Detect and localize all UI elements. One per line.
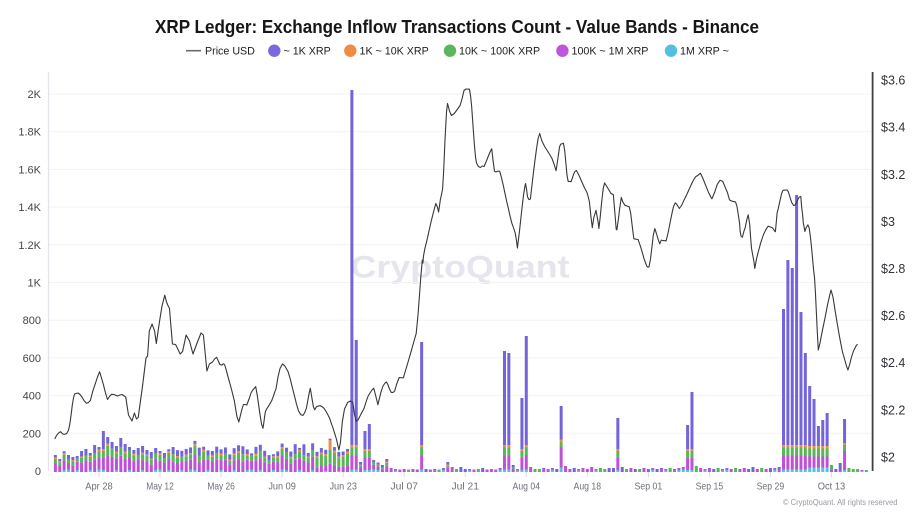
svg-text:Jun 09: Jun 09 (268, 482, 296, 493)
svg-text:Aug 04: Aug 04 (513, 482, 541, 493)
svg-text:1K: 1K (28, 278, 42, 290)
svg-text:$3: $3 (881, 215, 895, 229)
svg-text:$2.8: $2.8 (881, 262, 905, 276)
svg-text:Sep 29: Sep 29 (757, 482, 785, 493)
svg-text:May 12: May 12 (146, 482, 174, 493)
svg-text:1K ~ 10K XRP: 1K ~ 10K XRP (360, 46, 429, 58)
svg-text:100K ~ 1M XRP: 100K ~ 1M XRP (572, 46, 649, 58)
svg-text:$3.4: $3.4 (881, 121, 905, 135)
svg-text:10K ~ 100K XRP: 10K ~ 100K XRP (459, 46, 540, 58)
svg-text:1M XRP ~: 1M XRP ~ (680, 46, 729, 58)
svg-text:2K: 2K (28, 89, 42, 101)
svg-text:1.6K: 1.6K (18, 164, 41, 176)
svg-text:400: 400 (23, 391, 41, 403)
svg-text:~ 1K XRP: ~ 1K XRP (284, 46, 331, 58)
svg-text:$2.2: $2.2 (881, 403, 905, 417)
svg-text:200: 200 (23, 428, 41, 440)
svg-text:Jun 23: Jun 23 (329, 482, 357, 493)
svg-text:0: 0 (35, 466, 41, 478)
svg-text:Oct 13: Oct 13 (818, 482, 846, 493)
svg-text:600: 600 (23, 353, 41, 365)
svg-text:© CryptoQuant. All rights rese: © CryptoQuant. All rights reserved (783, 498, 898, 507)
svg-text:Aug 18: Aug 18 (574, 482, 602, 493)
svg-text:$2.4: $2.4 (881, 356, 905, 370)
svg-text:800: 800 (23, 315, 41, 327)
svg-text:May 26: May 26 (207, 482, 235, 493)
svg-text:CryptoQuant: CryptoQuant (351, 249, 571, 285)
svg-text:Sep 15: Sep 15 (696, 482, 724, 493)
svg-text:$3.2: $3.2 (881, 168, 905, 182)
svg-text:$2.6: $2.6 (881, 309, 905, 323)
svg-text:1.2K: 1.2K (18, 240, 41, 252)
svg-text:1.4K: 1.4K (18, 202, 41, 214)
svg-text:Price USD: Price USD (205, 46, 255, 58)
svg-text:Jul 21: Jul 21 (451, 482, 479, 493)
svg-text:$2: $2 (881, 451, 895, 465)
svg-text:Jul 07: Jul 07 (390, 482, 418, 493)
svg-text:1.8K: 1.8K (18, 127, 41, 139)
svg-text:$3.6: $3.6 (881, 74, 905, 88)
svg-text:XRP Ledger: Exchange Inflow Tr: XRP Ledger: Exchange Inflow Transactions… (155, 16, 759, 37)
svg-text:Sep 01: Sep 01 (635, 482, 663, 493)
svg-text:Apr 28: Apr 28 (85, 482, 113, 493)
